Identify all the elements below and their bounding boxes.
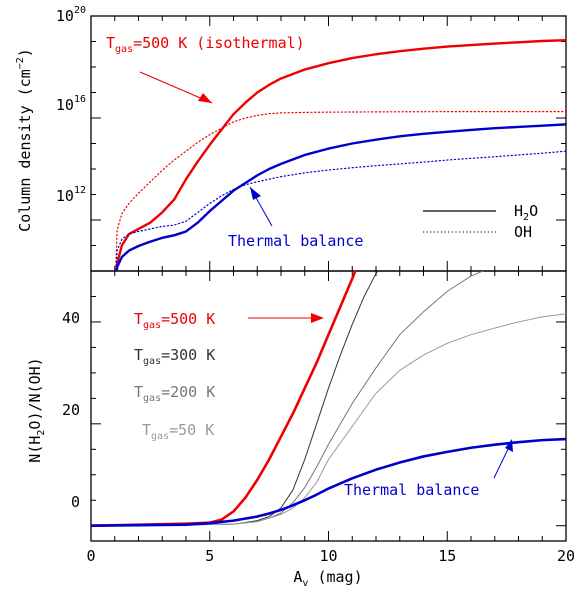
annotation-arrowhead: [505, 439, 513, 452]
bottom-curves: [91, 271, 566, 528]
top-y-axis-title: Column density (cm−2): [15, 48, 34, 232]
top-curves: [115, 39, 566, 271]
x-tick-label: 5: [205, 547, 214, 565]
bottom-y-tick-label: 20: [62, 401, 80, 419]
top-axis-ticks: [90, 15, 567, 272]
bottom-axis-ticks: [90, 270, 567, 541]
series-line-oh-iso: [115, 111, 566, 271]
bottom-y-tick-label: 40: [62, 309, 80, 327]
annotation-tgas-500: Tgas=500 K: [134, 310, 215, 331]
x-tick-label: 15: [438, 547, 456, 565]
annotation-thermal-balance-bottom: Thermal balance: [344, 481, 479, 499]
series-line-h2o-iso: [115, 39, 566, 271]
series-line-ratio-thermal: [91, 437, 566, 528]
series-line-h2o-thermal: [115, 123, 566, 271]
top-y-tick-label: 1012: [56, 185, 86, 205]
legend-label-h2o: H2O: [514, 202, 538, 223]
bottom-y-axis-title: N(H2O)/N(OH): [26, 357, 47, 462]
top-y-tick-label: 1016: [56, 94, 86, 114]
series-line-ratio-300: [91, 271, 379, 527]
annotation-thermal-balance-top: Thermal balance: [228, 232, 363, 250]
series-line-ratio-500: [91, 271, 357, 528]
top-y-tick-label: 1020: [56, 5, 86, 25]
annotation-tgas-300: Tgas=300 K: [134, 346, 215, 367]
annotation-arrowhead: [198, 93, 212, 103]
legend-label-oh: OH: [514, 223, 532, 241]
annotation-tgas-50: Tgas=50 K: [142, 421, 214, 442]
annotation-arrowhead: [250, 187, 261, 200]
x-tick-label: 10: [319, 547, 337, 565]
annotation-arrowhead: [311, 313, 324, 323]
series-line-oh-thermal: [115, 150, 566, 271]
annotation-tgas-200: Tgas=200 K: [134, 383, 215, 404]
x-tick-label: 0: [86, 547, 95, 565]
x-tick-label: 20: [557, 547, 575, 565]
legend: H2O OH: [423, 202, 538, 241]
annotation-isothermal-500: Tgas=500 K (isothermal): [106, 34, 305, 55]
bottom-y-tick-label: 0: [71, 493, 80, 511]
x-axis-title: Av (mag): [293, 568, 362, 589]
series-line-ratio-50: [91, 313, 566, 527]
